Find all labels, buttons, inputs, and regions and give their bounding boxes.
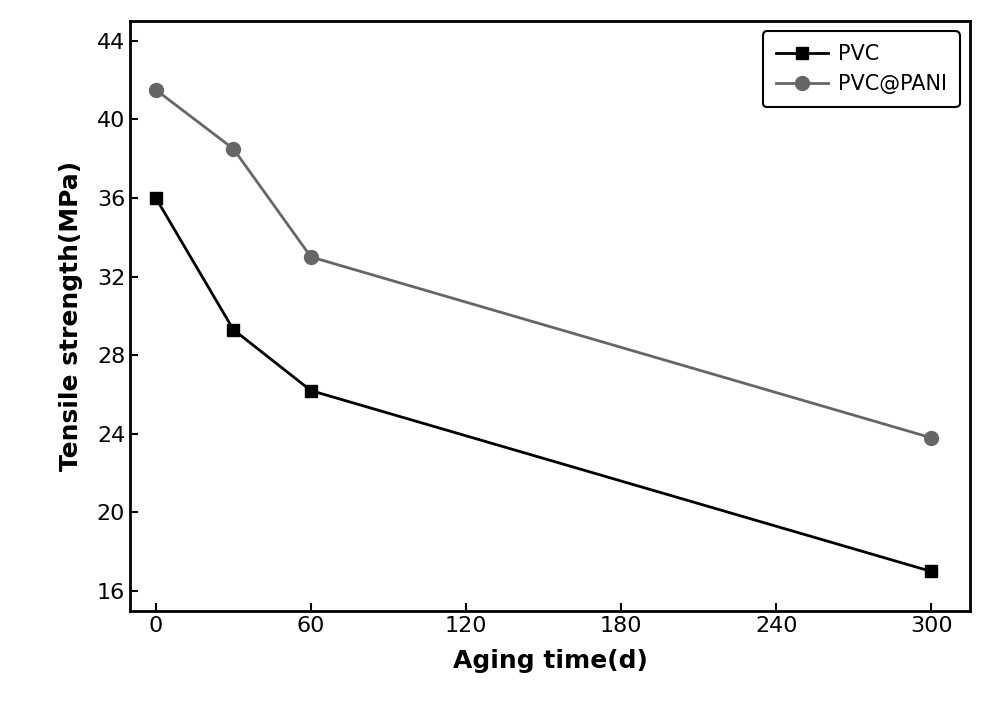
Line: PVC: PVC: [150, 192, 937, 578]
PVC@PANI: [925, 434, 937, 442]
X-axis label: Aging time(d): Aging time(d): [453, 649, 647, 673]
Legend: PVC, PVC@PANI: PVC, PVC@PANI: [763, 32, 960, 107]
PVC@PANI: [305, 253, 317, 261]
Y-axis label: Tensile strength(MPa): Tensile strength(MPa): [59, 161, 83, 471]
PVC@PANI: [150, 86, 162, 94]
PVC: [227, 326, 239, 334]
PVC: [150, 194, 162, 202]
PVC: [925, 567, 937, 576]
PVC: [305, 386, 317, 395]
Line: PVC@PANI: PVC@PANI: [149, 83, 938, 444]
PVC@PANI: [227, 145, 239, 153]
